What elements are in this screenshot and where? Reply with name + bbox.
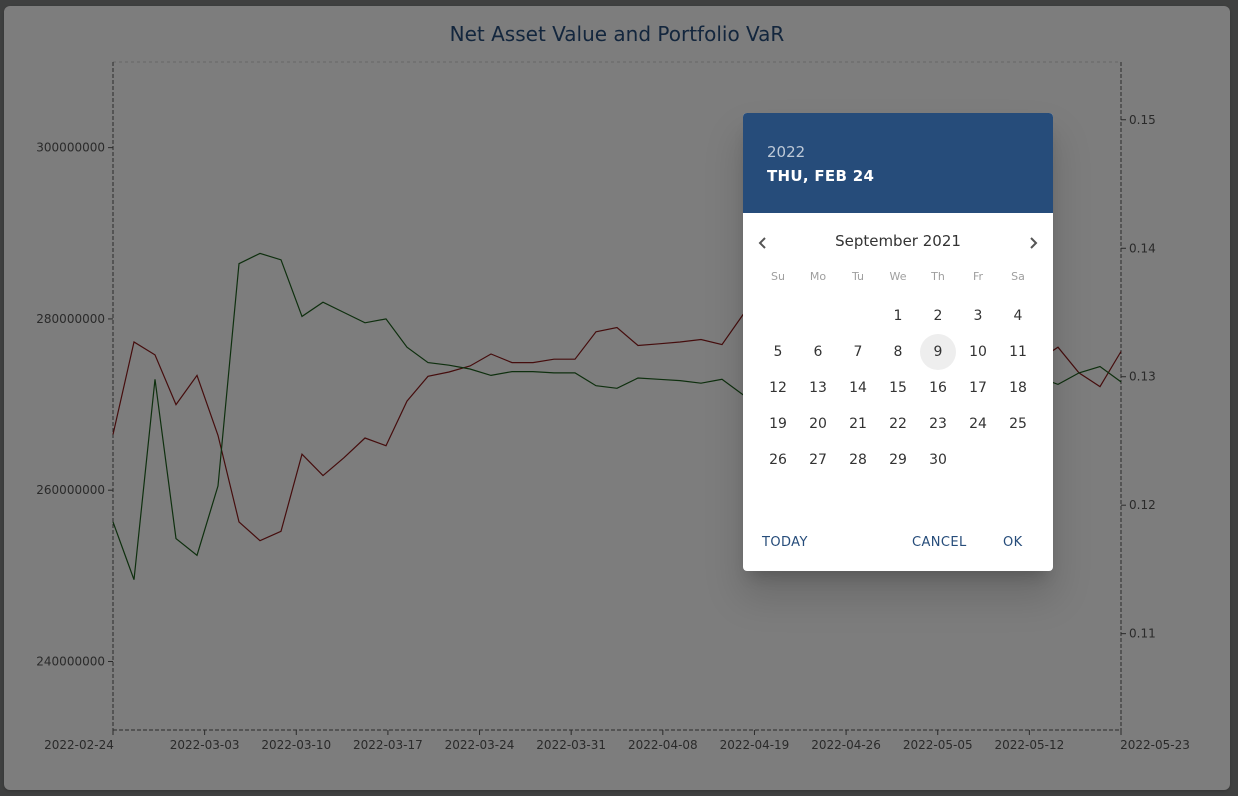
calendar-day[interactable]: 29 [889, 452, 907, 468]
calendar-day[interactable]: 25 [1009, 416, 1027, 432]
chevron-right-icon[interactable] [1021, 231, 1045, 255]
weekday-label: Th [931, 270, 945, 283]
calendar-day[interactable]: 27 [809, 452, 827, 468]
calendar-day[interactable]: 11 [1009, 344, 1027, 360]
year-selector[interactable]: 2022 [767, 143, 806, 161]
calendar-day[interactable]: 23 [929, 416, 947, 432]
calendar-day[interactable]: 5 [773, 344, 783, 360]
calendar-day[interactable]: 24 [969, 416, 987, 432]
date-picker-dialog: 2022 THU, FEB 24 September 2021 Su Mo Tu We… [743, 113, 1053, 571]
calendar-day[interactable]: 6 [813, 344, 823, 360]
calendar-day[interactable]: 26 [769, 452, 787, 468]
calendar-day[interactable]: 28 [849, 452, 867, 468]
calendar-day[interactable]: 1 [893, 308, 903, 324]
calendar-day[interactable]: 22 [889, 416, 907, 432]
calendar-day[interactable]: 17 [969, 380, 987, 396]
calendar-day[interactable]: 30 [929, 452, 947, 468]
calendar-day[interactable]: 7 [853, 344, 863, 360]
calendar-day[interactable]: 9 [920, 334, 956, 370]
calendar-day[interactable]: 13 [809, 380, 827, 396]
calendar-day[interactable]: 2 [933, 308, 943, 324]
date-picker-header: 2022 THU, FEB 24 [743, 113, 1053, 213]
calendar-day[interactable]: 8 [893, 344, 903, 360]
calendar-day[interactable]: 12 [769, 380, 787, 396]
calendar-day[interactable]: 3 [973, 308, 983, 324]
calendar-day[interactable]: 20 [809, 416, 827, 432]
calendar-day[interactable]: 14 [849, 380, 867, 396]
weekday-label: Sa [1011, 270, 1025, 283]
month-label: September 2021 [835, 232, 961, 250]
calendar-day[interactable]: 15 [889, 380, 907, 396]
today-button[interactable]: TODAY [762, 535, 808, 550]
weekday-label: Tu [851, 270, 865, 283]
ok-button[interactable]: OK [1003, 535, 1023, 550]
cancel-button[interactable]: CANCEL [912, 535, 967, 550]
weekday-label: Fr [972, 270, 984, 283]
weekday-label: We [889, 270, 907, 283]
calendar-day[interactable]: 16 [929, 380, 947, 396]
calendar-day[interactable]: 4 [1013, 308, 1023, 324]
calendar-day[interactable]: 21 [849, 416, 867, 432]
selected-date-label[interactable]: THU, FEB 24 [767, 167, 875, 185]
chevron-left-icon[interactable] [751, 231, 775, 255]
calendar-day[interactable]: 18 [1009, 380, 1027, 396]
weekday-label: Su [771, 270, 785, 283]
weekday-label: Mo [809, 270, 827, 283]
calendar-day[interactable]: 19 [769, 416, 787, 432]
calendar-day[interactable]: 10 [969, 344, 987, 360]
